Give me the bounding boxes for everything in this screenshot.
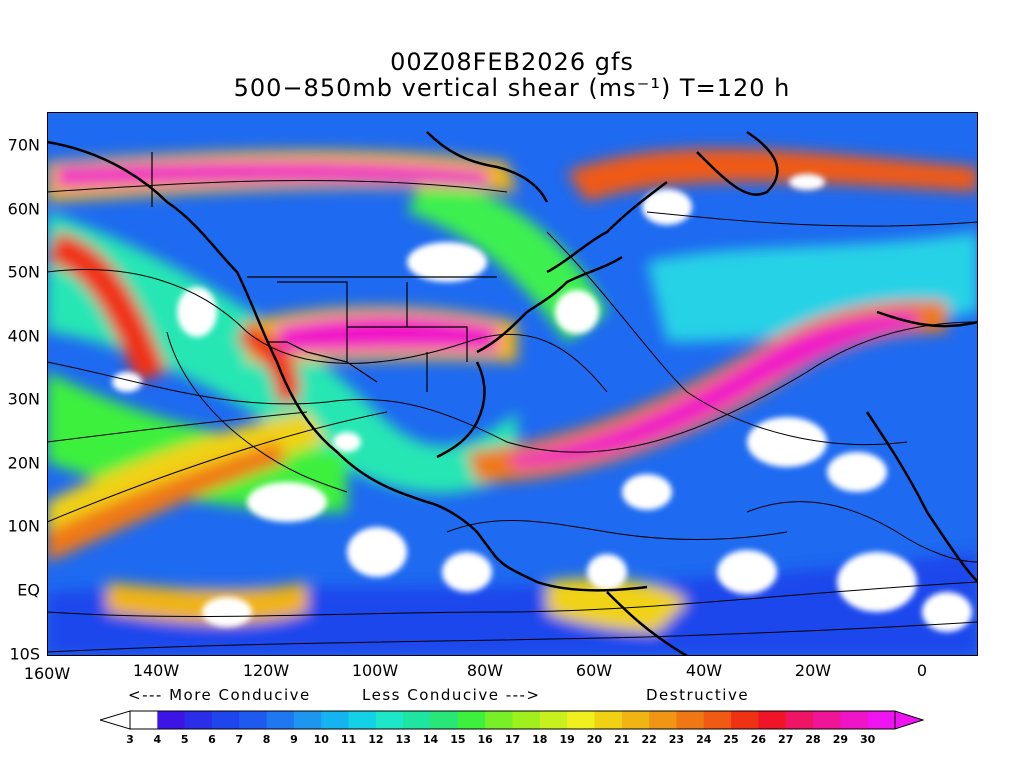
colorbar-left-arrow	[100, 710, 131, 730]
streamlines	[47, 179, 978, 653]
colorbar-swatch	[375, 711, 404, 729]
colorbar-swatch	[676, 711, 705, 729]
colorbar-tick-label: 9	[290, 733, 298, 746]
colorbar-swatch	[649, 711, 677, 729]
lon-label-100w: 100W	[351, 661, 399, 680]
lat-label-30n: 30N	[7, 389, 40, 409]
low-shear-patches	[112, 174, 972, 632]
title-line-1: 00Z08FEB2026 gfs	[390, 48, 634, 76]
shear-map	[47, 112, 978, 656]
lat-label-10s: 10S	[9, 644, 40, 664]
colorbar-tick-label: 10	[314, 733, 330, 746]
colorbar-swatch	[867, 711, 896, 729]
colorbar-tick-label: 11	[341, 733, 356, 746]
colorbar-tick-label: 18	[532, 733, 547, 746]
colorbar-tick-label: 26	[751, 733, 767, 746]
colorbar-swatch	[430, 711, 459, 729]
more-conducive-label: <--- More Conducive	[128, 686, 311, 704]
lon-label-140w: 140W	[132, 661, 180, 680]
colorbar-tick-label: 5	[181, 733, 189, 746]
colorbar-tick-label: 25	[723, 733, 738, 746]
colorbar-tick-label: 17	[505, 733, 520, 746]
lat-label-70n: 70N	[7, 135, 40, 155]
colorbar-tick-label: 30	[860, 733, 876, 746]
lat-label-60n: 60N	[7, 199, 40, 219]
colorbar-tick-label: 8	[263, 733, 271, 746]
shear-field	[47, 148, 978, 656]
lon-label-20w: 20W	[794, 661, 832, 680]
lon-label-60w: 60W	[575, 661, 613, 680]
lon-label-40w: 40W	[685, 661, 723, 680]
colorbar-swatch	[293, 711, 322, 729]
lat-label-eq: EQ	[17, 580, 40, 600]
colorbar-swatch	[457, 711, 486, 729]
colorbar-tick-label: 24	[696, 733, 712, 746]
lat-label-10n: 10N	[7, 516, 40, 536]
lon-label-120w: 120W	[242, 661, 290, 680]
lat-label-20n: 20N	[7, 453, 40, 473]
colorbar-swatch	[785, 711, 814, 729]
colorbar-tick-label: 16	[478, 733, 494, 746]
colorbar-swatch	[130, 711, 158, 729]
colorbar-swatch	[157, 711, 186, 729]
colorbar-swatch	[539, 711, 568, 729]
colorbar-tick-label: 23	[669, 733, 684, 746]
colorbar-tick-label: 22	[641, 733, 656, 746]
destructive-label: Destructive	[646, 686, 750, 704]
colorbar-tick-label: 28	[805, 733, 820, 746]
title-line-2: 500−850mb vertical shear (ms⁻¹) T=120 h	[233, 74, 791, 102]
colorbar-tick-label: 20	[587, 733, 603, 746]
lon-label-160w: 160W	[23, 664, 71, 683]
colorbar-tick-label: 6	[208, 733, 216, 746]
less-conducive-label: Less Conducive --->	[362, 686, 541, 704]
lat-label-50n: 50N	[7, 262, 40, 282]
colorbar-swatch	[211, 711, 240, 729]
colorbar-tick-label: 29	[833, 733, 848, 746]
lon-label-0: 0	[916, 661, 928, 680]
colorbar-swatch	[266, 711, 295, 729]
colorbar-tick-label: 7	[235, 733, 243, 746]
colorbar-tick-label: 4	[153, 733, 161, 746]
colorbar-tick-label: 3	[126, 733, 134, 746]
colorbar-swatch	[403, 711, 432, 729]
colorbar-swatch	[594, 711, 623, 729]
colorbar-swatch	[621, 711, 650, 729]
colorbar-swatch	[348, 711, 377, 729]
colorbar-swatch	[731, 711, 759, 729]
coastlines	[47, 130, 978, 656]
colorbar-swatch	[512, 711, 541, 729]
colorbar-swatch	[567, 711, 595, 729]
colorbar-tick-label: 19	[559, 733, 574, 746]
colorbar-tick-label: 12	[368, 733, 383, 746]
colorbar-swatch	[813, 711, 841, 729]
colorbar-tick-label: 14	[423, 733, 439, 746]
colorbar-tick-label: 13	[396, 733, 411, 746]
colorbar-tick-label: 15	[450, 733, 465, 746]
lon-label-80w: 80W	[466, 661, 504, 680]
colorbar-tick-label: 21	[614, 733, 629, 746]
colorbar-swatch	[840, 711, 869, 729]
colorbar-tick-label: 27	[778, 733, 793, 746]
colorbar-swatch	[758, 711, 787, 729]
colorbar-swatch	[321, 711, 350, 729]
colorbar-swatch	[485, 711, 513, 729]
colorbar-swatch	[184, 711, 213, 729]
color-bar: 3 4 5 6 7 8 9 10 11 12 13 14 15 16 17 18 19 20 21 22 23 24 25 2…	[100, 710, 925, 746]
colorbar-swatch	[703, 711, 732, 729]
borders	[151, 152, 497, 392]
lat-label-40n: 40N	[7, 326, 40, 346]
colorbar-right-arrow	[894, 710, 925, 730]
colorbar-swatch	[239, 711, 268, 729]
